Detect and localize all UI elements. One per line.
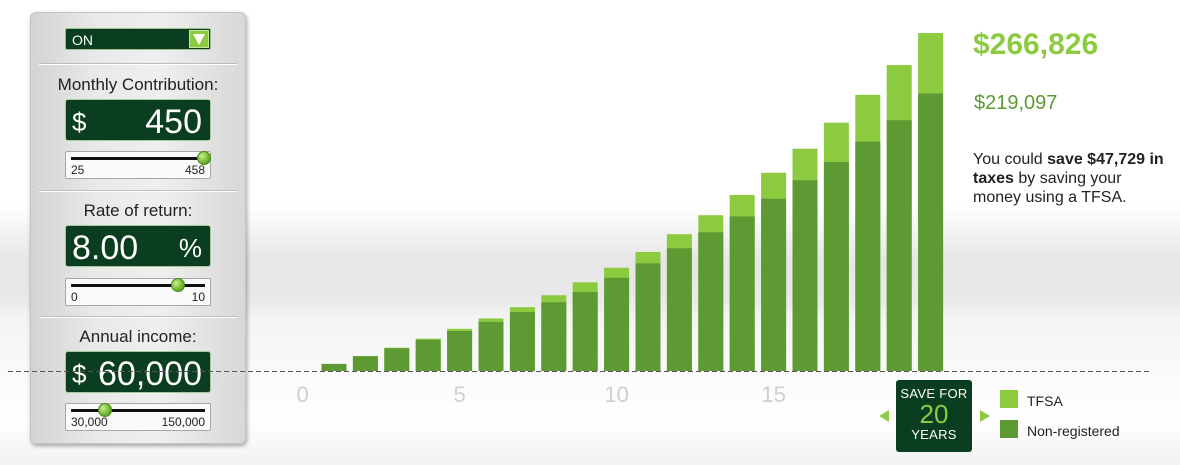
triangle-down-icon[interactable] [189,30,209,48]
legend-swatch [1000,420,1018,438]
nonregistered-bar [761,198,787,371]
slider-max: 458 [184,163,205,177]
annual-income-slider[interactable]: 30,000 150,000 [65,403,211,431]
slider-min: 0 [71,290,78,304]
nonregistered-bar [855,141,881,371]
rate-of-return-value: 8.00 [72,229,139,267]
tax-savings-message: You could save $47,729 in taxes by savin… [973,150,1173,207]
nonregistered-bar [415,339,441,371]
nonregistered-bar [478,321,504,371]
currency-prefix: $ [72,359,87,389]
legend-label: Non-registered [1027,423,1120,439]
message-text: You could [973,151,1048,168]
years-badge: SAVE FOR 20 YEARS [896,380,972,452]
nonregistered-bar [321,363,347,371]
nonregistered-bar [698,232,724,371]
monthly-contribution-value: 450 [145,103,202,141]
legend-swatch [1000,390,1018,408]
currency-prefix: $ [72,107,87,137]
slider-track [71,409,205,412]
slider-track [71,157,205,160]
slider-max: 150,000 [161,415,205,429]
message-highlight: save $47,729 in taxes [973,151,1164,187]
annual-income-value: 60,000 [98,355,202,393]
divider [39,190,237,191]
slider-max: 10 [191,290,205,304]
slider-min: 30,000 [71,415,108,429]
badge-line3: YEARS [911,427,957,442]
monthly-contribution-label: Monthly Contribution: [57,75,219,94]
toggle-value: ON [72,32,93,48]
nonregistered-bar [447,330,473,371]
percent-suffix: % [178,233,202,263]
annual-income-label: Annual income: [79,327,197,346]
nonregistered-bar [918,93,944,371]
x-tick-label: 0 [296,382,308,407]
nonregistered-total: $219,097 [974,92,1058,114]
divider [39,63,237,64]
nonregistered-bar [384,348,410,371]
monthly-contribution-field[interactable]: $ 450 [65,99,211,141]
badge-line1: SAVE FOR [900,386,968,401]
nonregistered-bar [572,291,598,371]
nonregistered-bar [635,263,661,371]
monthly-contribution-slider[interactable]: 25 458 [65,151,211,179]
nonregistered-bar [604,277,630,371]
triangle-right-icon[interactable] [980,409,990,427]
nonregistered-bar [792,180,818,371]
slider-knob[interactable] [196,151,211,165]
slider-track [71,284,205,287]
rate-of-return-label: Rate of return: [83,201,193,220]
nonregistered-bar [541,302,567,371]
nonregistered-bar [352,356,378,371]
badge-years: 20 [919,399,949,429]
x-tick-label: 15 [761,382,785,407]
message-text: by saving your money using a TFSA. [973,170,1127,206]
rate-of-return-slider[interactable]: 0 10 [65,278,211,306]
slider-min: 25 [71,163,85,177]
nonregistered-bar [823,161,849,371]
tfsa-total: $266,826 [973,28,1099,61]
triangle-left-icon[interactable] [879,409,889,427]
slider-knob[interactable] [171,278,186,292]
rate-of-return-field[interactable]: 8.00 % [65,225,211,267]
nonregistered-bar [509,312,535,371]
nonregistered-bar [886,120,912,371]
legend-label: TFSA [1027,393,1063,409]
divider [39,316,237,317]
x-tick-label: 10 [604,382,628,407]
slider-knob[interactable] [97,403,112,417]
nonregistered-bar [666,248,692,371]
x-tick-label: 5 [453,382,465,407]
nonregistered-bar [729,216,755,371]
toggle-select[interactable]: ON [65,28,211,50]
